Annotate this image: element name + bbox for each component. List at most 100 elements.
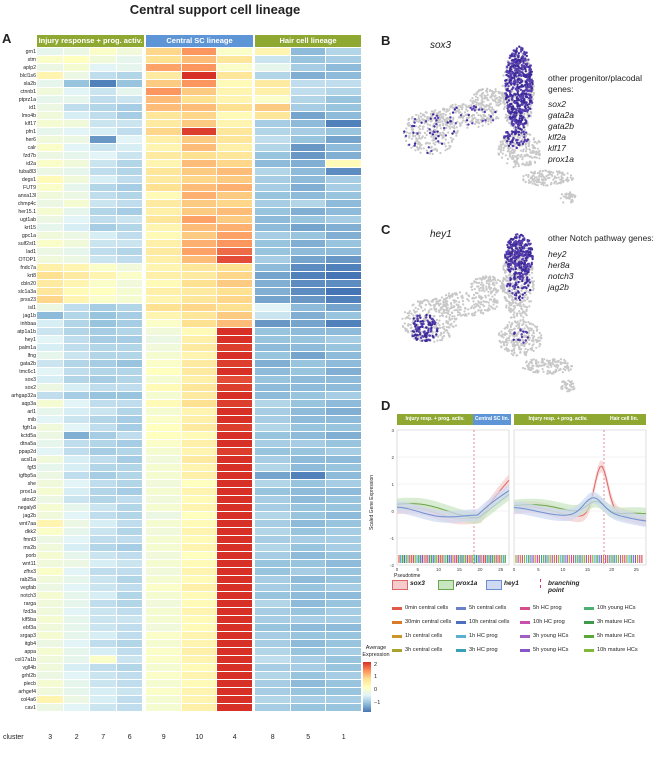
umap-expressing-cell xyxy=(518,109,522,112)
umap-cell xyxy=(525,306,529,309)
heatmap-cell xyxy=(90,592,116,600)
umap-cell xyxy=(457,305,460,309)
heatmap-cell xyxy=(326,320,361,328)
umap-cell xyxy=(475,92,478,96)
umap-cell xyxy=(406,330,409,333)
umap-expressing-cell xyxy=(428,314,432,317)
umap-cell xyxy=(515,314,519,317)
heatmap-cell xyxy=(116,88,143,96)
umap-cell xyxy=(445,328,448,332)
heatmap-cell xyxy=(217,56,252,64)
umap-cell xyxy=(529,105,532,108)
umap-cell xyxy=(454,324,458,327)
umap-cell xyxy=(546,372,549,375)
umap-cell xyxy=(435,307,438,311)
heatmap-cell xyxy=(326,192,361,200)
umap-expressing-cell xyxy=(516,83,519,86)
umap-expressing-cell xyxy=(515,251,519,254)
umap-cell xyxy=(474,281,477,284)
umap-cell xyxy=(506,150,509,153)
umap-expressing-cell xyxy=(414,327,418,331)
umap-expressing-cell xyxy=(508,103,512,106)
umap-expressing-cell xyxy=(508,105,511,108)
umap-cell xyxy=(422,147,425,150)
heatmap-cell xyxy=(290,480,326,488)
umap-cell xyxy=(506,162,509,165)
umap-cell xyxy=(447,320,450,323)
umap-cell xyxy=(534,179,537,182)
heatmap-cell xyxy=(63,216,90,224)
umap-cell xyxy=(536,147,539,150)
heatmap-cell xyxy=(181,376,217,384)
umap-cell xyxy=(559,181,562,184)
umap-cell xyxy=(487,286,490,289)
umap-cell xyxy=(487,294,490,297)
heatmap-cell xyxy=(90,400,116,408)
umap-cell xyxy=(426,129,429,133)
heatmap-cell xyxy=(181,696,217,704)
heatmap-cell xyxy=(255,352,290,360)
heatmap-cell xyxy=(37,696,63,704)
heatmap-cell xyxy=(181,504,217,512)
umap-cell xyxy=(430,110,433,113)
umap-cell xyxy=(481,277,484,281)
umap-cell xyxy=(441,314,444,317)
heatmap-cell xyxy=(63,552,90,560)
umap-cell xyxy=(419,301,422,304)
umap-cell xyxy=(453,320,456,323)
umap-cell xyxy=(477,114,480,117)
umap-cell xyxy=(439,123,442,126)
umap-cell xyxy=(433,326,436,329)
heatmap-cell xyxy=(217,600,252,608)
umap-cell xyxy=(504,116,507,119)
heatmap-cell xyxy=(116,136,143,144)
umap-expressing-cell xyxy=(527,75,531,78)
heatmap-cell xyxy=(217,472,252,480)
umap-cell xyxy=(566,390,569,393)
umap-cell xyxy=(536,172,539,175)
heatmap-cell xyxy=(37,112,63,120)
heatmap-cell xyxy=(116,304,143,312)
heatmap-cell xyxy=(290,520,326,528)
umap-expressing-cell xyxy=(509,111,512,114)
umap-cell xyxy=(447,326,450,329)
umap-cell xyxy=(427,300,430,303)
umap-cell xyxy=(530,271,534,274)
heatmap-cell xyxy=(116,504,143,512)
x-tick-label: 5 xyxy=(416,567,419,572)
umap-cell xyxy=(570,365,573,368)
umap-cell xyxy=(433,305,436,309)
heatmap-cell xyxy=(255,616,290,624)
heatmap-cell xyxy=(90,288,116,296)
heatmap-cell xyxy=(181,496,217,504)
umap-cell xyxy=(480,99,483,102)
umap-expressing-cell xyxy=(525,259,528,262)
pseudotime-xlabel: Pseudotime xyxy=(394,573,421,579)
heatmap-cell xyxy=(90,232,116,240)
heatmap-cell xyxy=(326,464,361,472)
heatmap-cell xyxy=(217,672,252,680)
x-tick-label: 10 xyxy=(560,567,566,572)
heatmap-cell xyxy=(63,640,90,648)
umap-cell xyxy=(472,293,476,296)
umap-cell xyxy=(534,370,537,373)
gene-label: plecb xyxy=(23,680,36,687)
heatmap-cell xyxy=(326,176,361,184)
umap-cell xyxy=(485,275,488,278)
umap-cell xyxy=(497,153,501,156)
umap-expressing-cell xyxy=(508,62,511,65)
umap-cell xyxy=(554,370,557,374)
umap-cell xyxy=(488,304,491,307)
umap-expressing-cell xyxy=(519,122,522,126)
umap-cell xyxy=(479,303,482,306)
umap-cell xyxy=(513,306,516,309)
heatmap-cell xyxy=(326,648,361,656)
umap-expressing-cell xyxy=(507,132,510,135)
umap-expressing-cell xyxy=(510,121,513,124)
heatmap-cell xyxy=(255,416,290,424)
heatmap-cell xyxy=(90,264,116,272)
heatmap-cell xyxy=(63,592,90,600)
umap-cell xyxy=(417,147,420,150)
umap-expressing-cell xyxy=(511,111,514,114)
umap-expressing-cell xyxy=(525,65,529,68)
